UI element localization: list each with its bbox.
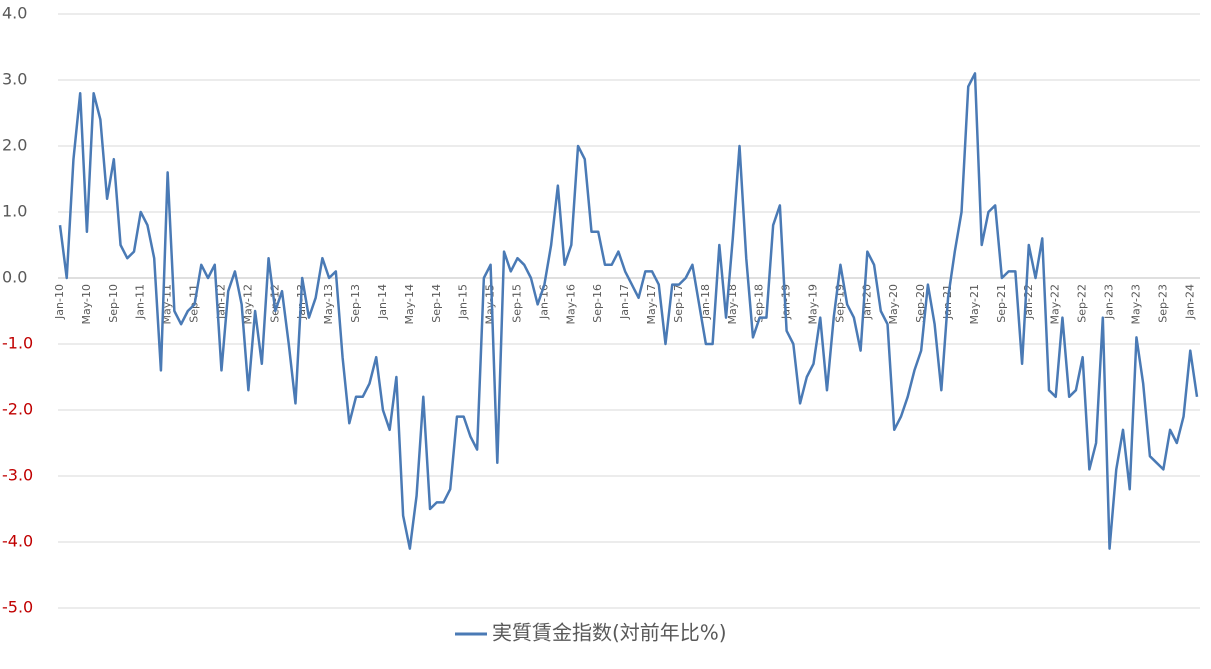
x-tick-label: May-17 xyxy=(645,284,658,325)
y-tick-label: -5.0 xyxy=(2,598,33,617)
x-tick-label: May-23 xyxy=(1129,284,1142,325)
x-tick-label: May-22 xyxy=(1049,284,1062,325)
x-tick-label: Jan-15 xyxy=(457,284,470,320)
data-line xyxy=(58,72,1199,550)
x-tick-label: Sep-23 xyxy=(1156,284,1169,323)
x-tick-label: Jan-17 xyxy=(618,284,631,320)
x-tick-label: Sep-17 xyxy=(672,284,685,323)
x-tick-label: Sep-15 xyxy=(510,284,523,323)
y-tick-label: 1.0 xyxy=(2,202,27,221)
x-tick-label: May-10 xyxy=(80,284,93,325)
x-tick-label: May-12 xyxy=(241,284,254,325)
x-tick-label: May-15 xyxy=(484,284,497,325)
y-tick-label: 0.0 xyxy=(2,268,27,287)
y-tick-label: 2.0 xyxy=(2,136,27,155)
y-tick-label: -2.0 xyxy=(2,400,33,419)
x-tick-label: Jan-18 xyxy=(699,284,712,320)
x-tick-label: Sep-10 xyxy=(107,284,120,323)
y-tick-label: -3.0 xyxy=(2,466,33,485)
legend-label: 実質賃金指数(対前年比%) xyxy=(492,621,727,645)
x-tick-label: Sep-13 xyxy=(349,284,362,323)
x-tick-label: Sep-16 xyxy=(591,284,604,323)
y-tick-label: -1.0 xyxy=(2,334,33,353)
x-tick-label: May-20 xyxy=(887,284,900,325)
x-tick-label: Sep-22 xyxy=(1076,284,1089,323)
x-tick-label: Jan-10 xyxy=(53,284,66,320)
y-tick-label: -4.0 xyxy=(2,532,33,551)
x-tick-label: May-16 xyxy=(564,284,577,325)
x-tick-label: Jan-23 xyxy=(1103,284,1116,320)
x-tick-label: Jan-11 xyxy=(134,284,147,320)
x-tick-label: Jan-14 xyxy=(376,284,389,320)
x-tick-label: May-19 xyxy=(807,284,820,325)
x-tick-label: May-21 xyxy=(968,284,981,325)
x-tick-label: May-13 xyxy=(322,284,335,325)
x-tick-label: Jan-24 xyxy=(1183,284,1196,320)
x-tick-label: Sep-14 xyxy=(430,284,443,323)
x-tick-label: Sep-21 xyxy=(995,284,1008,323)
x-tick-label: Sep-18 xyxy=(753,284,766,323)
x-tick-label: May-14 xyxy=(403,284,416,325)
y-tick-label: 4.0 xyxy=(2,4,27,23)
y-tick-label: 3.0 xyxy=(2,70,27,89)
